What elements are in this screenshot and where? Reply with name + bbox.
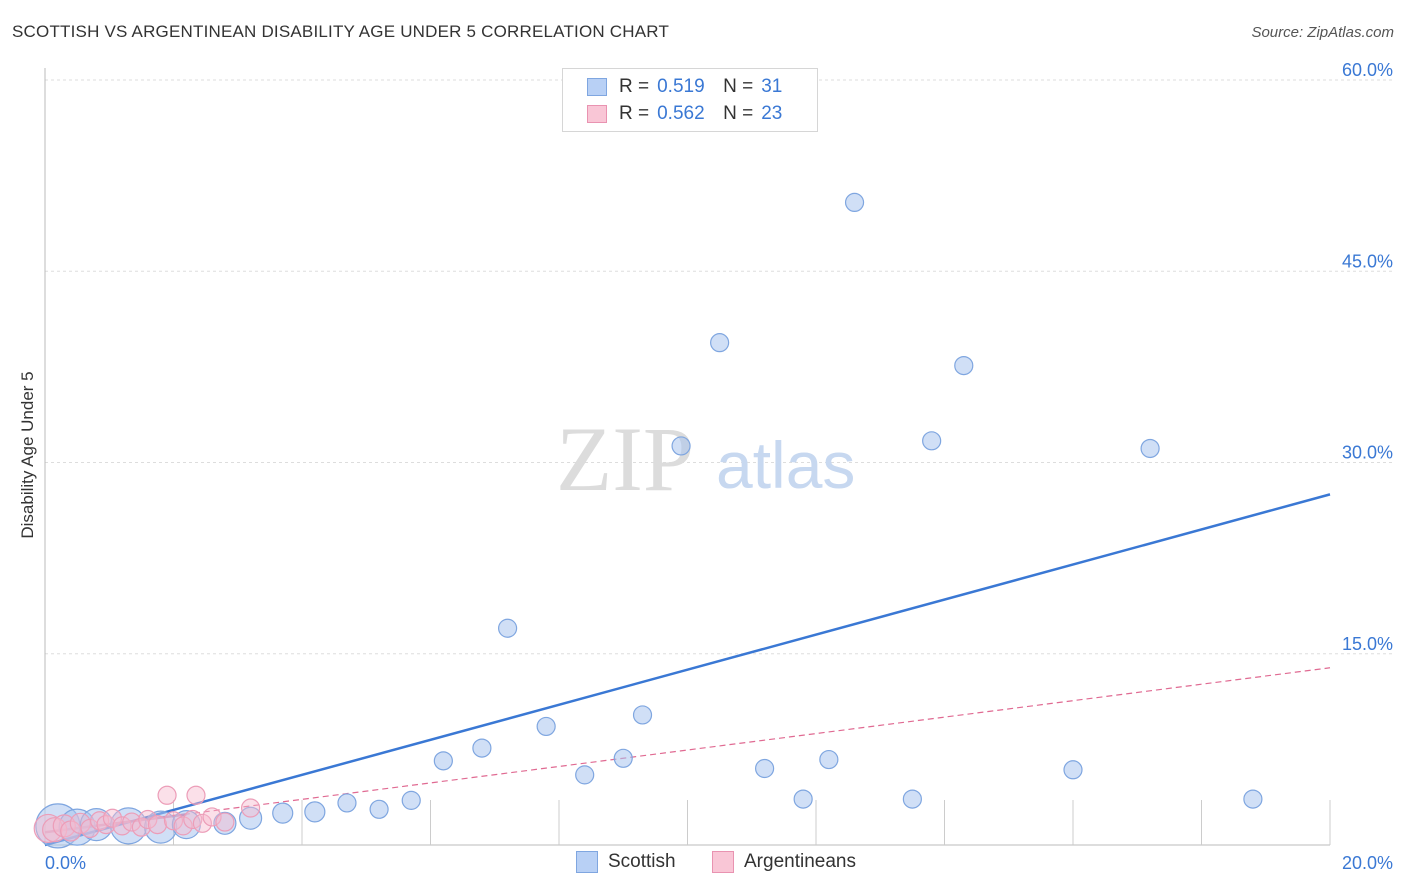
watermark: ZIP atlas [556, 408, 855, 510]
point-scottish [844, 192, 865, 212]
bottom-legend-scottish: Scottish [576, 851, 676, 873]
bottom-legend-label-argentineans: Argentineans [744, 851, 856, 872]
trendlines [44, 493, 1331, 847]
chart-title: SCOTTISH VS ARGENTINEAN DISABILITY AGE U… [12, 22, 670, 41]
point-scottish [1140, 438, 1160, 459]
point-argentineans [186, 785, 206, 805]
point-argentineans [33, 813, 63, 844]
grid-lines [45, 79, 1392, 655]
point-argentineans [112, 816, 132, 836]
point-argentineans [241, 798, 261, 818]
bottom-legend-swatch-scottish [576, 851, 598, 873]
legend-n-value: 23 [761, 103, 783, 124]
point-argentineans [202, 807, 222, 827]
bottom-legend-argentineans: Argentineans [712, 851, 856, 873]
point-scottish [632, 705, 653, 725]
watermark-atlas: atlas [716, 428, 855, 502]
point-scottish [472, 738, 492, 758]
point-scottish [902, 789, 922, 809]
y-tick-label: 30.0% [1342, 443, 1393, 463]
point-scottish [922, 431, 942, 451]
point-scottish [710, 333, 730, 353]
legend-n-label: N = [723, 76, 754, 97]
point-scottish [337, 793, 357, 813]
legend-r-value: 0.519 [657, 76, 705, 97]
legend-n-value: 31 [761, 76, 783, 97]
y-tick-label: 15.0% [1342, 634, 1393, 654]
point-argentineans [215, 812, 235, 832]
point-scottish [819, 749, 839, 770]
point-argentineans [131, 817, 151, 837]
point-argentineans [122, 812, 142, 832]
point-argentineans [192, 813, 213, 833]
point-argentineans [52, 814, 76, 838]
x-tick-labels: 0.0% 20.0% [45, 853, 1393, 873]
legend-row-argentineans: R = 0.562 N = 23 [587, 102, 782, 126]
y-tick-label: 45.0% [1342, 251, 1393, 271]
point-argentineans [102, 808, 123, 828]
point-scottish [754, 758, 775, 779]
point-scottish [304, 801, 326, 823]
bottom-legend-swatch-argentineans [712, 851, 734, 873]
point-scottish [575, 765, 595, 785]
point-argentineans [163, 811, 184, 831]
legend-row-scottish: R = 0.519 N = 31 [587, 75, 782, 99]
bottom-legend-label-scottish: Scottish [608, 851, 676, 872]
legend-r-label: R = [619, 76, 650, 97]
point-scottish [498, 618, 518, 638]
point-scottish [1063, 760, 1083, 780]
point-argentineans [173, 816, 193, 836]
point-scottish [401, 790, 421, 810]
point-scottish [536, 716, 556, 737]
y-axis-label: Disability Age Under 5 [18, 371, 37, 538]
y-tick-label: 60.0% [1342, 60, 1393, 80]
point-scottish [369, 799, 389, 819]
point-scottish [272, 802, 294, 824]
legend: R = 0.519 N = 31 R = 0.562 N = 23 [562, 68, 818, 132]
point-argentineans [69, 812, 91, 834]
x-tick-label: 20.0% [1342, 853, 1393, 873]
point-argentineans [138, 809, 158, 830]
point-scottish [1243, 789, 1263, 809]
legend-r-label: R = [619, 103, 650, 124]
legend-n-label: N = [723, 103, 754, 124]
legend-swatch-scottish [587, 78, 607, 96]
point-scottish [793, 789, 813, 809]
x-tick-label: 0.0% [45, 853, 86, 873]
data-points [33, 192, 1263, 849]
watermark-zip: ZIP [556, 408, 694, 510]
legend-r-value: 0.562 [657, 103, 705, 124]
point-scottish [954, 356, 974, 376]
source-label: Source: ZipAtlas.com [1251, 24, 1394, 41]
point-scottish [239, 806, 263, 830]
point-argentineans [183, 809, 203, 830]
point-argentineans [147, 814, 168, 835]
point-scottish [613, 748, 633, 768]
point-argentineans [80, 818, 100, 839]
point-argentineans [157, 785, 177, 805]
legend-swatch-argentineans [587, 105, 607, 123]
y-tick-labels: 15.0% 30.0% 45.0% 60.0% [1342, 60, 1393, 654]
point-scottish [671, 436, 691, 456]
trendline-scottish [44, 493, 1331, 847]
point-scottish [433, 751, 453, 771]
